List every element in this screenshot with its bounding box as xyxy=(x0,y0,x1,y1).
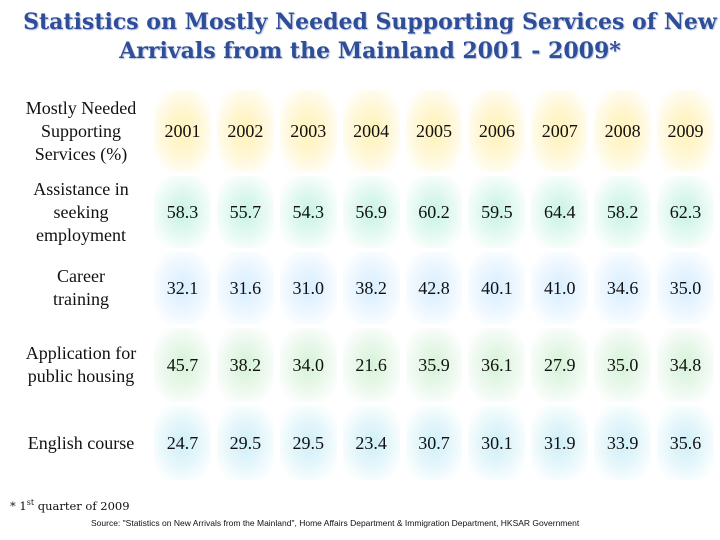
table-row: Assistance in seeking employment 58.3 55… xyxy=(14,176,714,248)
source-note: Source: "Statistics on New Arrivals from… xyxy=(91,518,580,528)
page-title: Statistics on Mostly Needed Supporting S… xyxy=(0,8,720,66)
header-label-line: Supporting xyxy=(40,120,121,141)
value-cell: 36.1 xyxy=(468,328,526,402)
header-label-cell: Mostly Needed Supporting Services (%) xyxy=(14,90,148,172)
footnote: * 1st quarter of 2009 xyxy=(10,498,130,513)
value-cell: 56.9 xyxy=(342,176,400,248)
value-cell: 55.7 xyxy=(216,176,274,248)
year-header: 2003 xyxy=(279,90,337,172)
value-cell: 35.6 xyxy=(657,406,714,480)
value-cell: 32.1 xyxy=(154,252,211,324)
service-label-line: Career xyxy=(57,266,105,286)
value-cell: 42.8 xyxy=(405,252,463,324)
value-cell: 34.8 xyxy=(657,328,714,402)
value-cell: 38.2 xyxy=(342,252,400,324)
year-header: 2009 xyxy=(657,90,714,172)
table-row: English course 24.7 29.5 29.5 23.4 30.7 … xyxy=(14,406,714,480)
value-cell: 58.2 xyxy=(594,176,651,248)
title-line-2: Arrivals from the Mainland 2001 - 2009* xyxy=(119,38,621,64)
value-cell: 35.0 xyxy=(594,328,651,402)
value-cell: 60.2 xyxy=(405,176,463,248)
value-cell: 35.0 xyxy=(657,252,714,324)
title-line-1: Statistics on Mostly Needed Supporting S… xyxy=(23,9,717,35)
value-cell: 58.3 xyxy=(154,176,211,248)
value-cell: 30.1 xyxy=(468,406,526,480)
footnote-prefix: * 1 xyxy=(10,498,27,513)
value-cell: 34.6 xyxy=(594,252,651,324)
service-label-line: English course xyxy=(27,432,135,453)
service-label: Application for public housing xyxy=(14,328,148,402)
value-cell: 29.5 xyxy=(216,406,274,480)
value-cell: 54.3 xyxy=(279,176,337,248)
value-cell: 21.6 xyxy=(342,328,400,402)
header-label-line: Services (%) xyxy=(34,143,128,164)
service-label: English course xyxy=(14,406,148,480)
statistics-table: Mostly Needed Supporting Services (%) 20… xyxy=(8,86,720,484)
value-cell: 27.9 xyxy=(531,328,589,402)
value-cell: 23.4 xyxy=(342,406,400,480)
value-cell: 59.5 xyxy=(468,176,526,248)
service-label-line: training xyxy=(53,289,109,309)
table-row: Career training 32.1 31.6 31.0 38.2 42.8… xyxy=(14,252,714,324)
service-label: Career training xyxy=(14,252,148,324)
footnote-superscript: st xyxy=(26,498,35,507)
value-cell: 30.7 xyxy=(405,406,463,480)
year-header: 2005 xyxy=(405,90,463,172)
header-label-line: Mostly Needed xyxy=(25,97,137,118)
year-header: 2008 xyxy=(594,90,651,172)
value-cell: 24.7 xyxy=(154,406,211,480)
value-cell: 31.9 xyxy=(531,406,589,480)
service-label-line: Application for xyxy=(25,343,137,363)
value-cell: 64.4 xyxy=(531,176,589,248)
value-cell: 34.0 xyxy=(279,328,337,402)
value-cell: 45.7 xyxy=(154,328,211,402)
value-cell: 31.6 xyxy=(216,252,274,324)
table-row: Application for public housing 45.7 38.2… xyxy=(14,328,714,402)
year-header: 2002 xyxy=(216,90,274,172)
year-header: 2007 xyxy=(531,90,589,172)
value-cell: 41.0 xyxy=(531,252,589,324)
value-cell: 29.5 xyxy=(279,406,337,480)
value-cell: 62.3 xyxy=(657,176,714,248)
footnote-suffix: quarter of 2009 xyxy=(34,498,130,513)
year-header: 2004 xyxy=(342,90,400,172)
service-label-line: employment xyxy=(36,224,126,245)
service-label: Assistance in seeking employment xyxy=(14,176,148,248)
service-label-line: seeking xyxy=(53,201,109,222)
value-cell: 35.9 xyxy=(405,328,463,402)
value-cell: 38.2 xyxy=(216,328,274,402)
value-cell: 33.9 xyxy=(594,406,651,480)
value-cell: 40.1 xyxy=(468,252,526,324)
table-header-row: Mostly Needed Supporting Services (%) 20… xyxy=(14,90,714,172)
year-header: 2001 xyxy=(154,90,211,172)
service-label-line: Assistance in xyxy=(33,178,129,199)
value-cell: 31.0 xyxy=(279,252,337,324)
year-header: 2006 xyxy=(468,90,526,172)
service-label-line: public housing xyxy=(27,366,135,386)
